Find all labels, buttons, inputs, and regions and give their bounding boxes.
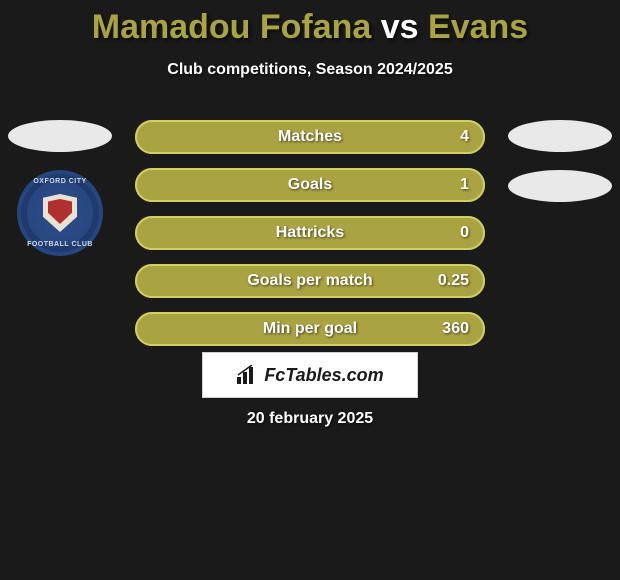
right-ellipse-badge-2 (508, 170, 612, 202)
stat-value: 4 (460, 128, 469, 146)
stat-value: 360 (442, 320, 469, 338)
stats-container: Matches 4 Goals 1 Hattricks 0 Goals per match 0… (135, 120, 485, 346)
stat-bar: Goals per match 0.25 (135, 264, 485, 298)
vs-separator: vs (371, 8, 428, 46)
right-column (500, 120, 620, 202)
player1-name: Mamadou Fofana (92, 8, 372, 46)
stat-label: Goals per match (247, 272, 372, 290)
stat-value: 0 (460, 224, 469, 242)
left-ellipse-badge (8, 120, 112, 152)
stat-label: Hattricks (276, 224, 344, 242)
player2-name: Evans (428, 8, 528, 46)
stat-bar: Hattricks 0 (135, 216, 485, 250)
stat-value: 1 (460, 176, 469, 194)
stat-bar: Matches 4 (135, 120, 485, 154)
subtitle: Club competitions, Season 2024/2025 (0, 61, 620, 79)
crest-text-top: OXFORD CITY (17, 178, 103, 185)
page-title: Mamadou Fofana vs Evans (0, 0, 620, 47)
stat-label: Goals (288, 176, 332, 194)
right-ellipse-badge-1 (508, 120, 612, 152)
stat-bar: Goals 1 (135, 168, 485, 202)
bars-icon (236, 365, 258, 385)
left-column: OXFORD CITY FOOTBALL CLUB (0, 120, 120, 256)
stat-bar: Min per goal 360 (135, 312, 485, 346)
date-line: 20 february 2025 (0, 410, 620, 428)
footer-brand-box[interactable]: FcTables.com (202, 352, 418, 398)
stat-label: Min per goal (263, 320, 357, 338)
stat-label: Matches (278, 128, 342, 146)
stat-value: 0.25 (438, 272, 469, 290)
left-team-crest: OXFORD CITY FOOTBALL CLUB (17, 170, 103, 256)
footer-brand-text: FcTables.com (264, 365, 383, 386)
crest-text-bottom: FOOTBALL CLUB (17, 241, 103, 248)
